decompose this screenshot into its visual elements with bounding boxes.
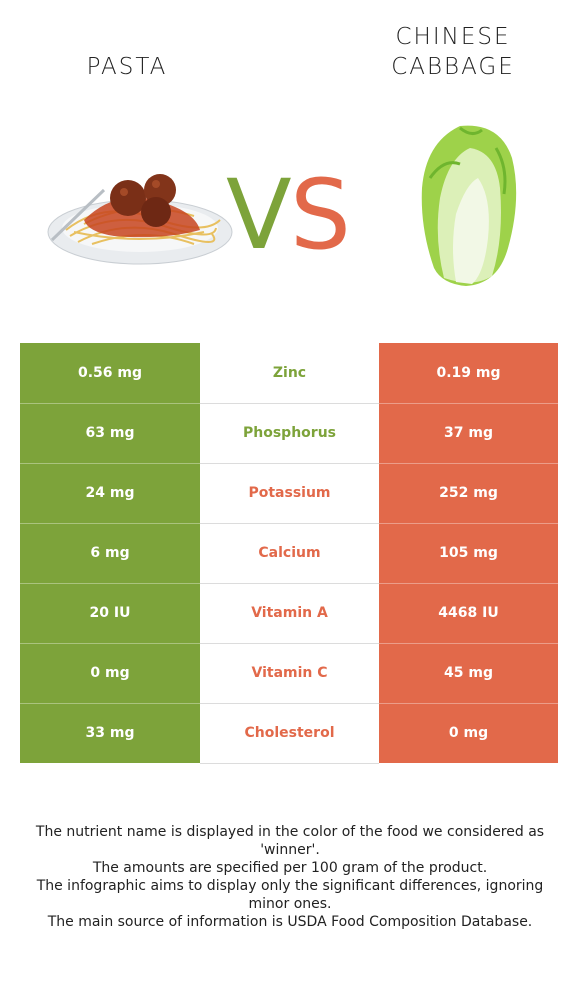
vs-mark: V S xyxy=(226,168,351,258)
table-row: 6 mg Calcium 105 mg xyxy=(20,523,558,584)
right-value: 252 mg xyxy=(379,463,558,524)
left-value: 6 mg xyxy=(20,523,200,584)
nutrient-name: Potassium xyxy=(200,463,379,524)
left-value: 0.56 mg xyxy=(20,343,200,404)
vs-s-letter: S xyxy=(290,168,351,258)
chinese-cabbage-image xyxy=(421,125,517,286)
footnote-line: The nutrient name is displayed in the co… xyxy=(35,824,545,858)
nutrient-name: Vitamin C xyxy=(200,643,379,704)
left-value: 33 mg xyxy=(20,703,200,764)
footnote: The nutrient name is displayed in the co… xyxy=(20,823,560,931)
nutrient-name: Calcium xyxy=(200,523,379,584)
footnote-line: The infographic aims to display only the… xyxy=(36,878,544,912)
footnote-line: The main source of information is USDA F… xyxy=(47,914,533,930)
nutrient-name: Zinc xyxy=(200,343,379,404)
nutrient-name: Cholesterol xyxy=(200,703,379,764)
nutrient-name: Phosphorus xyxy=(200,403,379,464)
table-row: 63 mg Phosphorus 37 mg xyxy=(20,403,558,464)
comparison-table: 0.56 mg Zinc 0.19 mg 63 mg Phosphorus 37… xyxy=(20,343,558,764)
table-row: 0.56 mg Zinc 0.19 mg xyxy=(20,343,558,404)
left-food-title: PASTA xyxy=(86,54,168,80)
left-value: 63 mg xyxy=(20,403,200,464)
right-title-line2: CABBAGE xyxy=(391,54,515,80)
right-value: 0.19 mg xyxy=(379,343,558,404)
left-value: 0 mg xyxy=(20,643,200,704)
right-value: 45 mg xyxy=(379,643,558,704)
right-value: 105 mg xyxy=(379,523,558,584)
vs-v-letter: V xyxy=(226,168,292,258)
right-food-title: CHINESE CABBAGE xyxy=(346,22,560,82)
right-value: 37 mg xyxy=(379,403,558,464)
pasta-image xyxy=(47,174,233,265)
nutrient-name: Vitamin A xyxy=(200,583,379,644)
left-value: 20 IU xyxy=(20,583,200,644)
right-value: 0 mg xyxy=(379,703,558,764)
footnote-line: The amounts are specified per 100 gram o… xyxy=(92,860,488,876)
right-title-line1: CHINESE xyxy=(395,24,511,50)
table-row: 0 mg Vitamin C 45 mg xyxy=(20,643,558,704)
table-row: 20 IU Vitamin A 4468 IU xyxy=(20,583,558,644)
comparison-rows: 0.56 mg Zinc 0.19 mg 63 mg Phosphorus 37… xyxy=(20,343,558,764)
table-row: 33 mg Cholesterol 0 mg xyxy=(20,703,558,764)
table-row: 24 mg Potassium 252 mg xyxy=(20,463,558,524)
right-value: 4468 IU xyxy=(379,583,558,644)
left-value: 24 mg xyxy=(20,463,200,524)
